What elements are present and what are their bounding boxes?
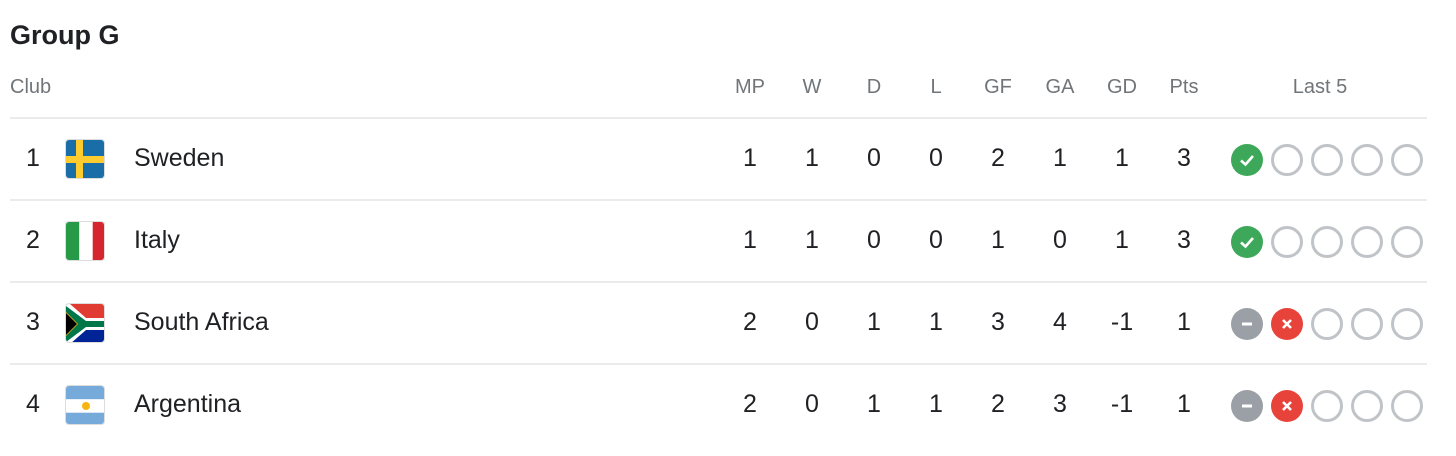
- result-empty: [1351, 144, 1383, 176]
- stat-w: 1: [805, 144, 819, 172]
- table-row[interactable]: 3 South Africa 2 0 1 1 3 4 -1 1: [10, 281, 1427, 365]
- result-win[interactable]: [1231, 226, 1263, 258]
- result-empty: [1311, 308, 1343, 340]
- stat-gd: -1: [1110, 308, 1134, 336]
- table-row[interactable]: 2 Italy 1 1 0 0 1 0 1 3: [10, 199, 1427, 283]
- header-gf: GF: [984, 76, 1012, 98]
- stat-gd: -1: [1110, 390, 1134, 418]
- stat-ga: 3: [1053, 390, 1067, 418]
- check-icon: [1238, 151, 1256, 169]
- result-empty: [1391, 226, 1423, 258]
- stat-mp: 2: [743, 390, 757, 418]
- stat-mp: 1: [743, 144, 757, 172]
- rank: 1: [26, 144, 40, 172]
- result-loss[interactable]: [1271, 308, 1303, 340]
- result-draw[interactable]: [1231, 308, 1263, 340]
- stat-mp: 2: [743, 308, 757, 336]
- result-empty: [1271, 226, 1303, 258]
- argentina-flag-icon: [65, 385, 105, 425]
- result-empty: [1351, 390, 1383, 422]
- header-w: W: [802, 76, 822, 98]
- header-d: D: [866, 76, 882, 98]
- stat-pts: 3: [1177, 144, 1191, 172]
- result-empty: [1391, 308, 1423, 340]
- header-gd: GD: [1107, 76, 1137, 98]
- result-empty: [1351, 226, 1383, 258]
- result-empty: [1311, 226, 1343, 258]
- stat-gf: 1: [991, 226, 1005, 254]
- header-mp: MP: [735, 76, 765, 98]
- stat-d: 1: [867, 390, 881, 418]
- stat-w: 1: [805, 226, 819, 254]
- stat-gf: 3: [991, 308, 1005, 336]
- result-empty: [1351, 308, 1383, 340]
- stat-d: 0: [867, 144, 881, 172]
- header-l: L: [930, 76, 942, 98]
- table-row[interactable]: 1 Sweden 1 1 0 0 2 1 1 3: [10, 117, 1427, 201]
- stat-pts: 1: [1177, 390, 1191, 418]
- stat-pts: 1: [1177, 308, 1191, 336]
- table-row[interactable]: 4 Argentina 2 0 1 1 2 3 -1 1: [10, 363, 1427, 447]
- rank: 3: [26, 308, 40, 336]
- stat-gd: 1: [1115, 144, 1129, 172]
- stat-ga: 0: [1053, 226, 1067, 254]
- italy-flag-icon: [65, 221, 105, 261]
- stat-l: 0: [929, 226, 943, 254]
- sweden-flag-icon: [65, 139, 105, 179]
- stat-w: 0: [805, 390, 819, 418]
- result-empty: [1391, 144, 1423, 176]
- check-icon: [1238, 233, 1256, 251]
- cross-icon: [1280, 317, 1294, 331]
- result-empty: [1311, 144, 1343, 176]
- minus-icon: [1240, 399, 1254, 413]
- stat-gf: 2: [991, 390, 1005, 418]
- stat-l: 1: [929, 308, 943, 336]
- stat-l: 1: [929, 390, 943, 418]
- stat-l: 0: [929, 144, 943, 172]
- stat-w: 0: [805, 308, 819, 336]
- result-empty: [1271, 144, 1303, 176]
- rank: 2: [26, 226, 40, 254]
- header-pts: Pts: [1169, 76, 1199, 98]
- header-ga: GA: [1045, 76, 1075, 98]
- stat-gd: 1: [1115, 226, 1129, 254]
- team-name[interactable]: South Africa: [134, 308, 269, 336]
- result-loss[interactable]: [1271, 390, 1303, 422]
- result-win[interactable]: [1231, 144, 1263, 176]
- stat-pts: 3: [1177, 226, 1191, 254]
- group-title: Group G: [10, 20, 120, 50]
- result-empty: [1391, 390, 1423, 422]
- south-africa-flag-icon: [65, 303, 105, 343]
- minus-icon: [1240, 317, 1254, 331]
- stat-mp: 1: [743, 226, 757, 254]
- stat-ga: 4: [1053, 308, 1067, 336]
- result-empty: [1311, 390, 1343, 422]
- stat-ga: 1: [1053, 144, 1067, 172]
- team-name[interactable]: Argentina: [134, 390, 242, 418]
- header-last5: Last 5: [1292, 76, 1348, 98]
- cross-icon: [1280, 399, 1294, 413]
- team-name[interactable]: Sweden: [134, 144, 225, 172]
- stat-d: 0: [867, 226, 881, 254]
- team-name[interactable]: Italy: [134, 226, 180, 254]
- stat-d: 1: [867, 308, 881, 336]
- stat-gf: 2: [991, 144, 1005, 172]
- rank: 4: [26, 390, 40, 418]
- header-club: Club: [10, 76, 52, 98]
- result-draw[interactable]: [1231, 390, 1263, 422]
